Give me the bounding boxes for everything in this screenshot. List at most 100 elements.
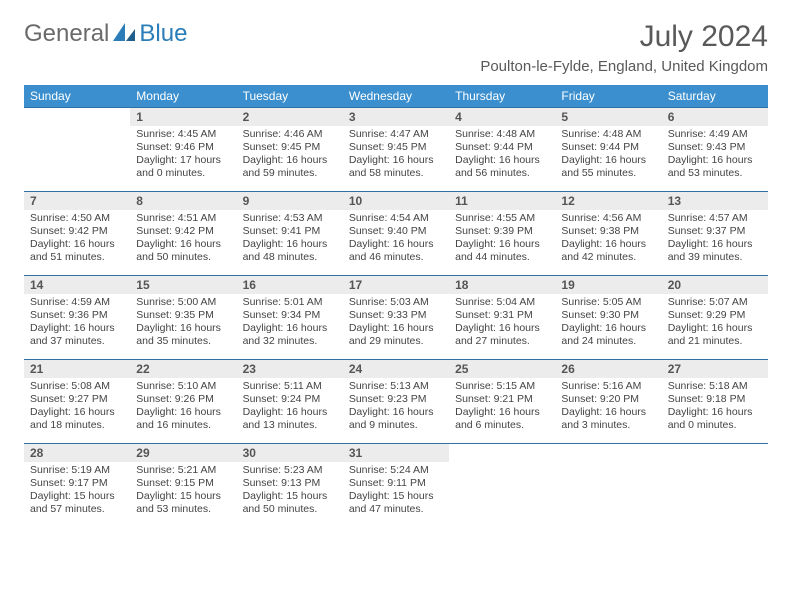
- sunrise-text: Sunrise: 5:24 AM: [349, 464, 443, 477]
- day-details: Sunrise: 5:04 AMSunset: 9:31 PMDaylight:…: [449, 294, 555, 353]
- day-details: Sunrise: 4:55 AMSunset: 9:39 PMDaylight:…: [449, 210, 555, 269]
- calendar-cell: 9Sunrise: 4:53 AMSunset: 9:41 PMDaylight…: [237, 192, 343, 276]
- daylight-text: Daylight: 15 hours and 47 minutes.: [349, 490, 443, 516]
- sunrise-text: Sunrise: 5:05 AM: [561, 296, 655, 309]
- day-number: 20: [662, 276, 768, 294]
- calendar-cell: 11Sunrise: 4:55 AMSunset: 9:39 PMDayligh…: [449, 192, 555, 276]
- day-details: Sunrise: 5:01 AMSunset: 9:34 PMDaylight:…: [237, 294, 343, 353]
- calendar-cell: 26Sunrise: 5:16 AMSunset: 9:20 PMDayligh…: [555, 360, 661, 444]
- sunrise-text: Sunrise: 4:51 AM: [136, 212, 230, 225]
- calendar-cell: 10Sunrise: 4:54 AMSunset: 9:40 PMDayligh…: [343, 192, 449, 276]
- sunrise-text: Sunrise: 4:54 AM: [349, 212, 443, 225]
- sunset-text: Sunset: 9:43 PM: [668, 141, 762, 154]
- sunrise-text: Sunrise: 5:08 AM: [30, 380, 124, 393]
- day-details: Sunrise: 4:53 AMSunset: 9:41 PMDaylight:…: [237, 210, 343, 269]
- day-details: Sunrise: 5:03 AMSunset: 9:33 PMDaylight:…: [343, 294, 449, 353]
- day-details: Sunrise: 4:48 AMSunset: 9:44 PMDaylight:…: [449, 126, 555, 185]
- calendar-cell: 5Sunrise: 4:48 AMSunset: 9:44 PMDaylight…: [555, 108, 661, 192]
- daylight-text: Daylight: 16 hours and 35 minutes.: [136, 322, 230, 348]
- sunrise-text: Sunrise: 4:56 AM: [561, 212, 655, 225]
- daylight-text: Daylight: 16 hours and 18 minutes.: [30, 406, 124, 432]
- calendar-cell: 27Sunrise: 5:18 AMSunset: 9:18 PMDayligh…: [662, 360, 768, 444]
- sunset-text: Sunset: 9:13 PM: [243, 477, 337, 490]
- day-number: 6: [662, 108, 768, 126]
- day-number: 9: [237, 192, 343, 210]
- day-details: Sunrise: 4:56 AMSunset: 9:38 PMDaylight:…: [555, 210, 661, 269]
- sunset-text: Sunset: 9:26 PM: [136, 393, 230, 406]
- calendar-row: 21Sunrise: 5:08 AMSunset: 9:27 PMDayligh…: [24, 360, 768, 444]
- calendar-row: 28Sunrise: 5:19 AMSunset: 9:17 PMDayligh…: [24, 444, 768, 528]
- day-number: 7: [24, 192, 130, 210]
- sunset-text: Sunset: 9:39 PM: [455, 225, 549, 238]
- day-number: 14: [24, 276, 130, 294]
- daylight-text: Daylight: 16 hours and 27 minutes.: [455, 322, 549, 348]
- day-number: 29: [130, 444, 236, 462]
- day-number: 22: [130, 360, 236, 378]
- calendar-cell: 24Sunrise: 5:13 AMSunset: 9:23 PMDayligh…: [343, 360, 449, 444]
- daylight-text: Daylight: 16 hours and 51 minutes.: [30, 238, 124, 264]
- sunrise-text: Sunrise: 4:50 AM: [30, 212, 124, 225]
- calendar-cell: 8 Sunrise: 4:51 AMSunset: 9:42 PMDaylight…: [130, 192, 236, 276]
- day-header: Sunday: [24, 85, 130, 108]
- sunset-text: Sunset: 9:42 PM: [136, 225, 230, 238]
- sunset-text: Sunset: 9:44 PM: [561, 141, 655, 154]
- calendar-row: 1Sunrise: 4:45 AMSunset: 9:46 PMDaylight…: [24, 108, 768, 192]
- calendar-cell: 16Sunrise: 5:01 AMSunset: 9:34 PMDayligh…: [237, 276, 343, 360]
- title-block: July 2024 Poulton-le-Fylde, England, Uni…: [480, 20, 768, 75]
- day-details: Sunrise: 5:11 AMSunset: 9:24 PMDaylight:…: [237, 378, 343, 437]
- day-details: Sunrise: 4:46 AMSunset: 9:45 PMDaylight:…: [237, 126, 343, 185]
- daylight-text: Daylight: 16 hours and 58 minutes.: [349, 154, 443, 180]
- sunset-text: Sunset: 9:31 PM: [455, 309, 549, 322]
- sunset-text: Sunset: 9:35 PM: [136, 309, 230, 322]
- sunset-text: Sunset: 9:33 PM: [349, 309, 443, 322]
- sunset-text: Sunset: 9:15 PM: [136, 477, 230, 490]
- daylight-text: Daylight: 16 hours and 59 minutes.: [243, 154, 337, 180]
- sunset-text: Sunset: 9:24 PM: [243, 393, 337, 406]
- calendar-cell: 17Sunrise: 5:03 AMSunset: 9:33 PMDayligh…: [343, 276, 449, 360]
- day-number: 15: [130, 276, 236, 294]
- daylight-text: Daylight: 15 hours and 50 minutes.: [243, 490, 337, 516]
- day-details: Sunrise: 5:05 AMSunset: 9:30 PMDaylight:…: [555, 294, 661, 353]
- day-number: [662, 444, 768, 448]
- day-number: 26: [555, 360, 661, 378]
- sunrise-text: Sunrise: 5:07 AM: [668, 296, 762, 309]
- day-header-row: Sunday Monday Tuesday Wednesday Thursday…: [24, 85, 768, 108]
- sunset-text: Sunset: 9:44 PM: [455, 141, 549, 154]
- daylight-text: Daylight: 16 hours and 53 minutes.: [668, 154, 762, 180]
- calendar-cell: 1Sunrise: 4:45 AMSunset: 9:46 PMDaylight…: [130, 108, 236, 192]
- day-number: 17: [343, 276, 449, 294]
- calendar-cell: 14Sunrise: 4:59 AMSunset: 9:36 PMDayligh…: [24, 276, 130, 360]
- day-details: Sunrise: 4:50 AMSunset: 9:42 PMDaylight:…: [24, 210, 130, 269]
- daylight-text: Daylight: 16 hours and 24 minutes.: [561, 322, 655, 348]
- calendar-cell: 30Sunrise: 5:23 AMSunset: 9:13 PMDayligh…: [237, 444, 343, 528]
- sunset-text: Sunset: 9:45 PM: [349, 141, 443, 154]
- day-number: 1: [130, 108, 236, 126]
- calendar-cell: 2Sunrise: 4:46 AMSunset: 9:45 PMDaylight…: [237, 108, 343, 192]
- sunset-text: Sunset: 9:45 PM: [243, 141, 337, 154]
- day-header: Wednesday: [343, 85, 449, 108]
- daylight-text: Daylight: 16 hours and 16 minutes.: [136, 406, 230, 432]
- day-number: 12: [555, 192, 661, 210]
- day-header: Thursday: [449, 85, 555, 108]
- day-details: Sunrise: 5:15 AMSunset: 9:21 PMDaylight:…: [449, 378, 555, 437]
- daylight-text: Daylight: 16 hours and 9 minutes.: [349, 406, 443, 432]
- day-details: Sunrise: 4:49 AMSunset: 9:43 PMDaylight:…: [662, 126, 768, 185]
- calendar-cell: 13Sunrise: 4:57 AMSunset: 9:37 PMDayligh…: [662, 192, 768, 276]
- day-number: 8: [130, 192, 236, 210]
- daylight-text: Daylight: 16 hours and 50 minutes.: [136, 238, 230, 264]
- sunset-text: Sunset: 9:30 PM: [561, 309, 655, 322]
- day-details: Sunrise: 5:16 AMSunset: 9:20 PMDaylight:…: [555, 378, 661, 437]
- day-number: 13: [662, 192, 768, 210]
- day-number: [555, 444, 661, 448]
- sunrise-text: Sunrise: 4:49 AM: [668, 128, 762, 141]
- calendar-table: Sunday Monday Tuesday Wednesday Thursday…: [24, 85, 768, 528]
- calendar-cell: 12Sunrise: 4:56 AMSunset: 9:38 PMDayligh…: [555, 192, 661, 276]
- sunset-text: Sunset: 9:23 PM: [349, 393, 443, 406]
- daylight-text: Daylight: 16 hours and 55 minutes.: [561, 154, 655, 180]
- daylight-text: Daylight: 16 hours and 39 minutes.: [668, 238, 762, 264]
- day-number: 30: [237, 444, 343, 462]
- day-number: 21: [24, 360, 130, 378]
- day-number: 23: [237, 360, 343, 378]
- day-details: Sunrise: 4:59 AMSunset: 9:36 PMDaylight:…: [24, 294, 130, 353]
- location: Poulton-le-Fylde, England, United Kingdo…: [480, 58, 768, 75]
